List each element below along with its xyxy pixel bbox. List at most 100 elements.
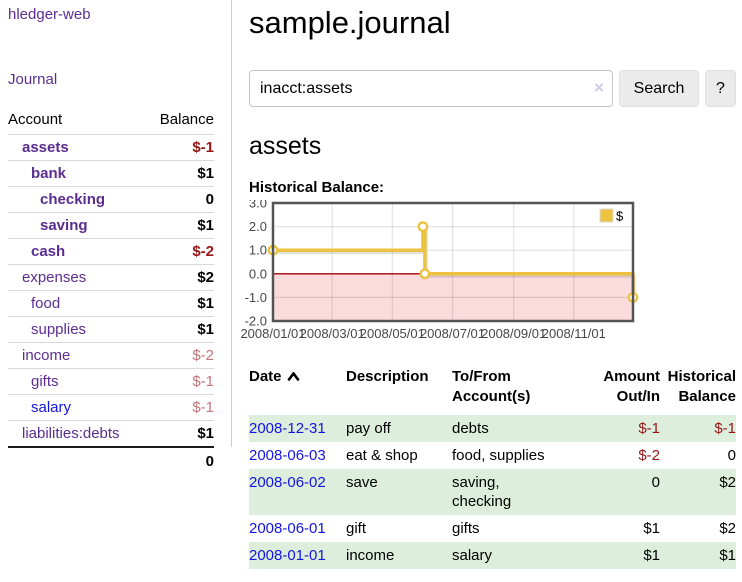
transaction-date-link[interactable]: 2008-06-01 <box>249 520 326 537</box>
svg-text:-1.0: -1.0 <box>245 290 267 305</box>
svg-text:1.0: 1.0 <box>249 243 267 258</box>
account-link[interactable]: checking <box>40 191 105 208</box>
help-button[interactable]: ? <box>705 70 736 107</box>
chart-canvas: $3.02.01.00.0-1.0-2.02008/01/012008/03/0… <box>238 200 708 342</box>
transaction-amount: $-1 <box>592 415 660 442</box>
sidebar-item-journal[interactable]: Journal <box>8 71 214 88</box>
app-brand-link[interactable]: hledger-web <box>8 6 214 23</box>
account-heading: assets <box>249 131 739 161</box>
transaction-date-link[interactable]: 2008-12-31 <box>249 420 326 437</box>
transaction-accounts: food, supplies <box>452 442 592 469</box>
svg-text:3.0: 3.0 <box>249 200 267 211</box>
account-row: cash $-2 <box>8 239 214 265</box>
search-bar: × Search ? <box>249 70 739 107</box>
account-row: expenses $2 <box>8 265 214 291</box>
transaction-date-link[interactable]: 2008-01-01 <box>249 547 326 564</box>
transaction-description: pay off <box>346 415 452 442</box>
account-balance: $1 <box>147 213 214 239</box>
svg-text:2008/07/01: 2008/07/01 <box>420 326 485 341</box>
accounts-total-value: 0 <box>8 447 214 475</box>
account-row: salary$-1 <box>8 395 214 421</box>
account-row: checking 0 <box>8 187 214 213</box>
search-input[interactable] <box>249 70 613 107</box>
transaction-amount: $1 <box>592 542 660 569</box>
svg-text:2008/01/01: 2008/01/01 <box>240 326 305 341</box>
svg-text:2008/05/01: 2008/05/01 <box>360 326 425 341</box>
account-balance: $-1 <box>147 135 214 161</box>
svg-text:$: $ <box>616 209 624 224</box>
column-header-amount: Amount Out/In <box>592 365 660 415</box>
account-row: bank $1 <box>8 161 214 187</box>
transaction-date-link[interactable]: 2008-06-03 <box>249 447 326 464</box>
account-balance: $2 <box>147 265 214 291</box>
svg-text:2.0: 2.0 <box>249 219 267 234</box>
clear-search-icon[interactable]: × <box>594 78 604 98</box>
transaction-accounts: gifts <box>452 515 592 542</box>
accounts-total-row: 0 <box>8 447 214 475</box>
sidebar: hledger-web Journal Account Balance asse… <box>0 0 232 447</box>
main-content: sample.journal × Search ? assets Histori… <box>249 0 739 569</box>
svg-text:2008/11/01: 2008/11/01 <box>542 326 606 341</box>
accounts-header-balance: Balance <box>147 108 214 135</box>
account-balance: $-1 <box>147 369 214 395</box>
account-balance: $-2 <box>147 343 214 369</box>
account-balance: $1 <box>147 161 214 187</box>
chart-title: Historical Balance: <box>249 179 739 196</box>
page-title: sample.journal <box>249 4 739 42</box>
search-button[interactable]: Search <box>619 70 699 107</box>
transaction-row: 2008-01-01incomesalary$1$1 <box>249 542 736 569</box>
column-header-date[interactable]: Date <box>249 365 346 415</box>
transaction-description: eat & shop <box>346 442 452 469</box>
transaction-amount: 0 <box>592 469 660 515</box>
transaction-amount: $1 <box>592 515 660 542</box>
transaction-accounts: debts <box>452 415 592 442</box>
transaction-accounts: saving, checking <box>452 469 592 515</box>
transaction-row: 2008-06-01 giftgifts$1$2 <box>249 515 736 542</box>
account-link[interactable]: income <box>22 347 70 364</box>
svg-text:2008/09/01: 2008/09/01 <box>481 326 546 341</box>
transaction-balance: $2 <box>660 469 736 515</box>
transaction-row: 2008-12-31pay offdebts$-1$-1 <box>249 415 736 442</box>
account-link[interactable]: cash <box>31 243 65 260</box>
account-link[interactable]: liabilities:debts <box>22 425 120 442</box>
account-row: food $1 <box>8 291 214 317</box>
account-link[interactable]: assets <box>22 139 69 156</box>
account-row: assets $-1 <box>8 135 214 161</box>
account-balance: $-2 <box>147 239 214 265</box>
account-link[interactable]: expenses <box>22 269 86 286</box>
historical-balance-chart: $3.02.01.00.0-1.0-2.02008/01/012008/03/0… <box>238 200 739 347</box>
column-header-balance: Historical Balance <box>660 365 736 415</box>
svg-text:2008/03/01: 2008/03/01 <box>300 326 365 341</box>
account-row: income $-2 <box>8 343 214 369</box>
account-row: supplies $1 <box>8 317 214 343</box>
account-row: gifts $-1 <box>8 369 214 395</box>
account-balance: $1 <box>147 291 214 317</box>
transaction-row: 2008-06-03 eat & shopfood, supplies$-20 <box>249 442 736 469</box>
account-link[interactable]: saving <box>40 217 88 234</box>
transaction-balance: 0 <box>660 442 736 469</box>
account-link[interactable]: food <box>31 295 60 312</box>
accounts-table: Account Balance assets $-1 bank $1 checking 0… <box>8 108 214 475</box>
transaction-balance: $-1 <box>660 415 736 442</box>
account-row: liabilities:debts $1 <box>8 421 214 448</box>
sort-ascending-icon <box>287 372 300 381</box>
transaction-amount: $-2 <box>592 442 660 469</box>
account-balance: $1 <box>147 421 214 448</box>
transaction-row: 2008-06-02 savesaving, checking0$2 <box>249 469 736 515</box>
transaction-balance: $2 <box>660 515 736 542</box>
accounts-header-account: Account <box>8 108 147 135</box>
column-header-accounts: To/From Account(s) <box>452 365 592 415</box>
transaction-description: gift <box>346 515 452 542</box>
transaction-description: save <box>346 469 452 515</box>
account-link[interactable]: gifts <box>31 373 59 390</box>
account-link[interactable]: bank <box>31 165 66 182</box>
account-balance: 0 <box>147 187 214 213</box>
svg-text:0.0: 0.0 <box>249 266 267 281</box>
account-balance: $1 <box>147 317 214 343</box>
register-table: Date Description To/From Account(s) Amou… <box>249 365 736 569</box>
account-link[interactable]: salary <box>31 399 71 416</box>
account-row: saving $1 <box>8 213 214 239</box>
account-link[interactable]: supplies <box>31 321 86 338</box>
transaction-date-link[interactable]: 2008-06-02 <box>249 474 326 491</box>
transaction-description: income <box>346 542 452 569</box>
